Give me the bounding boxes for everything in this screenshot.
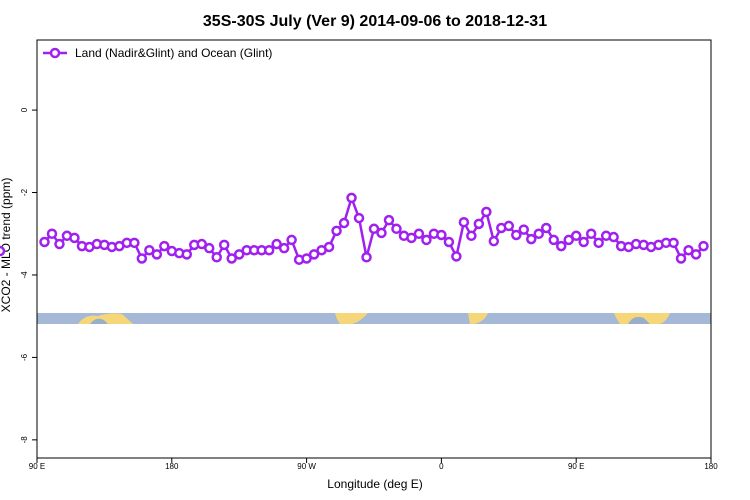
point [338, 217, 350, 229]
point [353, 212, 365, 224]
legend-label: Land (Nadir&Glint) and Ocean (Glint) [75, 46, 272, 60]
point [570, 230, 582, 242]
point [675, 253, 687, 264]
point [421, 234, 432, 246]
point [503, 220, 515, 232]
point [233, 249, 245, 260]
point [361, 251, 372, 263]
x-tick-label: 90 E [568, 462, 584, 471]
point [548, 234, 559, 246]
point [436, 229, 447, 241]
point [323, 241, 335, 253]
point [144, 244, 155, 256]
point [511, 229, 522, 241]
point [226, 253, 237, 264]
plot-frame [36, 39, 712, 459]
point [391, 223, 402, 235]
x-tick-label: 0 [439, 462, 444, 471]
point [203, 242, 215, 254]
y-tick-label: -6 [20, 353, 29, 361]
point [196, 238, 208, 250]
point [481, 206, 492, 218]
point [406, 232, 417, 244]
point [413, 228, 425, 239]
point [271, 238, 282, 250]
point [668, 237, 679, 249]
point [443, 236, 455, 248]
point [129, 237, 140, 249]
point [0, 245, 6, 257]
map-strip [37, 313, 711, 324]
x-tick-label: 90 E [29, 462, 45, 471]
point [473, 218, 485, 230]
point [211, 251, 222, 263]
point [151, 249, 163, 260]
point [563, 234, 574, 246]
legend-marker [49, 47, 61, 59]
point [331, 225, 342, 237]
point [136, 253, 148, 264]
point [526, 233, 537, 245]
point [69, 232, 80, 244]
y-axis-label: XCO2 - MLO trend (ppm) [0, 178, 13, 313]
point [376, 227, 387, 239]
point [608, 231, 619, 243]
y-tick-label: -8 [20, 436, 29, 444]
point [451, 251, 462, 262]
point [301, 253, 312, 264]
point [578, 236, 589, 248]
point [263, 244, 275, 256]
point [466, 230, 477, 242]
point [540, 222, 552, 234]
point [159, 240, 170, 252]
point [308, 249, 320, 260]
x-axis-label: Longitude (deg E) [327, 477, 422, 491]
chart-title: 35S-30S July (Ver 9) 2014-09-06 to 2018-… [203, 13, 547, 30]
point [533, 228, 545, 239]
y-tick-label: -2 [20, 188, 29, 196]
point [593, 237, 604, 249]
point [518, 224, 530, 235]
point [368, 223, 380, 235]
point [218, 239, 230, 251]
point [683, 244, 694, 256]
x-tick-label: 180 [704, 462, 718, 471]
point [181, 249, 193, 260]
point [54, 238, 65, 250]
point [555, 240, 567, 252]
x-tick-label: 180 [165, 462, 179, 471]
y-tick-label: 0 [20, 107, 29, 112]
point [690, 249, 702, 260]
point [278, 242, 290, 254]
point [585, 228, 597, 239]
point [46, 228, 58, 239]
point [39, 236, 50, 248]
point [286, 234, 297, 246]
y-tick-label: -4 [20, 271, 29, 279]
point [383, 214, 395, 226]
point [488, 235, 500, 247]
x-tick-label: 90 W [297, 462, 316, 471]
point [458, 216, 470, 228]
point [346, 192, 357, 204]
point [698, 240, 709, 252]
